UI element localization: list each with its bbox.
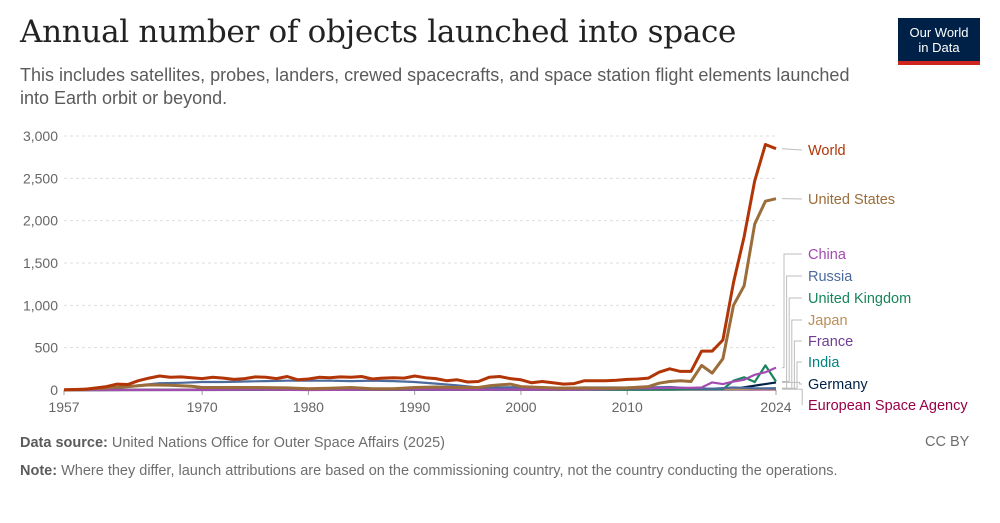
chart-note: Note: Where they differ, launch attribut…	[20, 462, 950, 481]
series-line-united-states[interactable]	[63, 197, 777, 392]
x-axis-ticks: 1957 1970 1980 1990 2000 2010 2024	[48, 390, 792, 415]
x-tick-label: 1970	[187, 399, 218, 415]
y-tick-label: 2,000	[23, 213, 58, 229]
note-label: Note:	[20, 463, 58, 479]
y-tick-label: 1,500	[23, 255, 58, 271]
data-source-text[interactable]: United Nations Office for Outer Space Af…	[111, 435, 446, 451]
series-label-france[interactable]: France	[808, 334, 853, 350]
legend-connector	[782, 381, 802, 385]
series-label-world[interactable]: World	[808, 143, 846, 159]
note-text: Where they differ, launch attributions a…	[61, 463, 838, 479]
y-tick-label: 2,500	[23, 170, 58, 186]
legend-connector	[782, 388, 803, 406]
logo-line-2: in Data	[918, 40, 960, 55]
x-tick-label: 2000	[505, 399, 536, 415]
legend-connector	[782, 361, 802, 389]
x-tick-label: 1990	[399, 399, 430, 415]
series-line-world[interactable]	[63, 143, 777, 392]
y-tick-label: 1,000	[23, 297, 58, 313]
y-axis-ticks: 0 500 1,000 1,500 2,000 2,500 3,000	[23, 128, 58, 398]
data-source: Data source: United Nations Office for O…	[20, 434, 445, 453]
series-label-india[interactable]: India	[808, 355, 840, 371]
y-tick-label: 500	[35, 340, 59, 356]
chart-subtitle: This includes satellites, probes, lander…	[20, 65, 850, 108]
legend-connectors	[781, 148, 803, 406]
x-tick-label: 2010	[612, 399, 643, 415]
series-label-china[interactable]: China	[808, 247, 847, 263]
series-label-germany[interactable]: Germany	[808, 377, 868, 393]
legend-connector	[781, 148, 803, 151]
series-label-japan[interactable]: Japan	[808, 313, 848, 329]
series-lines	[63, 143, 777, 392]
legend-connector	[782, 297, 802, 382]
series-label-united-kingdom[interactable]: United Kingdom	[808, 291, 911, 307]
chart-title: Annual number of objects launched into s…	[20, 14, 737, 50]
data-source-label: Data source:	[20, 435, 108, 451]
series-labels: World United States China Russia United King…	[808, 143, 968, 414]
x-tick-label: 1980	[293, 399, 324, 415]
legend-connector	[782, 253, 802, 369]
license-badge[interactable]: CC BY	[925, 434, 970, 450]
x-tick-label: 1957	[48, 399, 79, 415]
logo-line-1: Our World	[909, 25, 969, 40]
series-label-european-space-agency[interactable]: European Space Agency	[808, 398, 968, 414]
x-tick-label: 2024	[760, 399, 791, 415]
legend-connector	[782, 319, 802, 390]
grid-lines	[64, 135, 776, 391]
y-tick-label: 0	[50, 382, 58, 398]
owid-logo[interactable]: Our World in Data	[898, 18, 980, 65]
series-label-russia[interactable]: Russia	[808, 269, 853, 285]
y-tick-label: 3,000	[23, 128, 58, 144]
series-label-united-states[interactable]: United States	[808, 192, 895, 208]
